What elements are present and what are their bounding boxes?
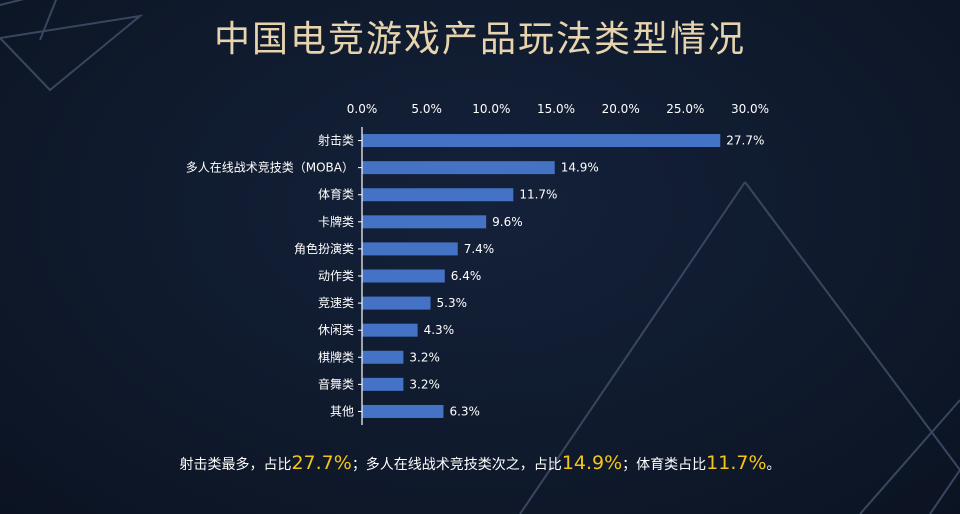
- value-label: 9.6%: [492, 215, 523, 229]
- category-label: 其他: [330, 404, 354, 418]
- value-label: 6.4%: [451, 269, 482, 283]
- category-label: 射击类: [318, 133, 354, 148]
- category-label: 体育类: [318, 187, 354, 202]
- bar: [362, 269, 445, 283]
- x-tick-label: 0.0%: [347, 102, 378, 116]
- category-label: 竞速类: [318, 296, 354, 310]
- value-labels: 27.7% 14.9% 11.7% 9.6% 7.4% 6.4% 5.3% 4.3% 3.2% 3…: [409, 134, 764, 419]
- value-label: 3.2%: [409, 350, 440, 364]
- summary-text: 射击类最多，占比27.7%；多人在线战术竞技类次之，占比14.9%；体育类占比1…: [0, 452, 960, 474]
- value-label: 3.2%: [409, 377, 440, 391]
- x-tick-label: 20.0%: [602, 102, 640, 116]
- x-tick-label: 25.0%: [666, 102, 704, 116]
- summary-highlight-moba: 14.9%: [561, 452, 623, 474]
- value-label: 7.4%: [464, 242, 495, 256]
- summary-part3: ；体育类占比: [622, 457, 707, 473]
- bar: [362, 323, 418, 337]
- x-tick-label: 30.0%: [731, 102, 769, 116]
- category-label: 动作类: [318, 269, 354, 283]
- bar: [362, 134, 721, 148]
- deco-line-corner: [859, 399, 960, 514]
- summary-part4: 。: [766, 457, 781, 473]
- bar: [362, 296, 431, 310]
- category-label: 棋牌类: [318, 350, 354, 364]
- category-label: 角色扮演类: [294, 241, 354, 256]
- bar: [362, 215, 487, 229]
- deco-triangle-top-left: [0, 14, 144, 92]
- deco-line-right: [744, 181, 960, 514]
- x-axis-ticks: 0.0% 5.0% 10.0% 15.0% 20.0% 25.0% 30.0%: [347, 102, 769, 116]
- deco-lines-top-left: [0, 0, 58, 41]
- category-label: 卡牌类: [318, 215, 354, 229]
- value-label: 11.7%: [519, 188, 557, 202]
- bar: [362, 188, 514, 202]
- category-label: 休闲类: [318, 323, 354, 337]
- bar: [362, 242, 458, 256]
- bar: [362, 377, 404, 391]
- bar: [362, 350, 404, 364]
- category-label: 多人在线战术竞技类（MOBA）: [186, 161, 354, 175]
- value-label: 5.3%: [437, 296, 468, 310]
- bar: [362, 161, 555, 175]
- x-tick-label: 10.0%: [472, 102, 510, 116]
- summary-highlight-shooter: 27.7%: [291, 452, 352, 474]
- bars: [358, 134, 721, 418]
- category-label: 音舞类: [318, 376, 354, 391]
- value-label: 4.3%: [424, 323, 455, 337]
- value-label: 27.7%: [726, 134, 764, 148]
- value-label: 14.9%: [561, 161, 599, 175]
- x-tick-label: 5.0%: [411, 102, 442, 116]
- bar: [362, 404, 444, 418]
- deco-line-bottom: [519, 181, 746, 514]
- summary-part1: 射击类最多，占比: [179, 457, 292, 473]
- page-title: 中国电竞游戏产品玩法类型情况: [213, 19, 746, 60]
- value-label: 6.3%: [449, 404, 480, 418]
- summary-highlight-sports: 11.7%: [706, 452, 767, 474]
- x-tick-label: 15.0%: [537, 102, 575, 116]
- summary-part2: ；多人在线战术竞技类次之，占比: [351, 457, 562, 473]
